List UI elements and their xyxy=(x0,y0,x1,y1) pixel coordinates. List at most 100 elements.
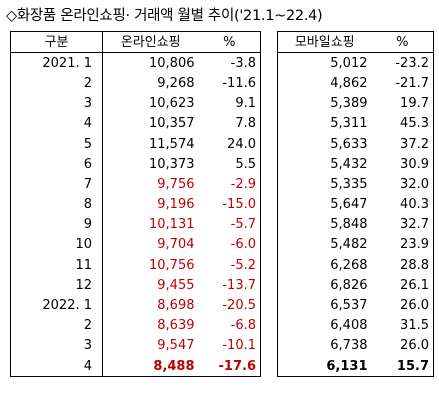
online-pct-cell: 7.8 xyxy=(198,113,261,134)
online-pct-cell: -13.7 xyxy=(198,275,261,296)
online-pct-cell: -11.6 xyxy=(198,73,261,94)
header-mobile-pct: % xyxy=(371,30,434,54)
mobile-pct-cell: 28.8 xyxy=(371,255,434,276)
online-pct-cell: -5.7 xyxy=(198,214,261,235)
period-cell: 10 xyxy=(10,234,103,256)
online-value-cell: 8,698 xyxy=(102,295,199,316)
online-pct-cell: -15.0 xyxy=(198,194,261,215)
online-value-cell: 10,131 xyxy=(102,214,199,235)
online-value-cell: 9,704 xyxy=(102,234,199,256)
column-gap xyxy=(261,73,278,93)
online-value-cell: 10,756 xyxy=(102,255,199,276)
mobile-value-cell: 4,862 xyxy=(277,73,372,94)
column-gap xyxy=(261,255,278,275)
period-cell: 11 xyxy=(10,255,103,276)
mobile-pct-cell: 32.0 xyxy=(371,174,434,195)
table-row: 12 9,455 -13.7 6,826 26.1 xyxy=(10,275,434,296)
online-pct-cell: 24.0 xyxy=(198,133,261,155)
online-value-cell: 8,639 xyxy=(102,315,199,336)
online-pct-cell: -6.0 xyxy=(198,234,261,256)
mobile-pct-cell: 45.3 xyxy=(371,113,434,134)
mobile-pct-cell: 23.9 xyxy=(371,234,434,256)
online-pct-cell: -17.6 xyxy=(198,356,261,378)
period-cell: 4 xyxy=(10,113,103,134)
period-cell: 3 xyxy=(10,335,103,356)
online-pct-cell: -10.1 xyxy=(198,335,261,356)
table-row: 2022. 1 8,698 -20.5 6,537 26.0 xyxy=(10,295,434,316)
mobile-value-cell: 5,482 xyxy=(277,234,372,256)
table-row: 2 8,639 -6.8 6,408 31.5 xyxy=(10,315,434,336)
table-row: 3 10,623 9.1 5,389 19.7 xyxy=(10,93,434,114)
mobile-value-cell: 6,738 xyxy=(277,335,372,356)
mobile-pct-cell: 37.2 xyxy=(371,133,434,155)
mobile-pct-cell: 30.9 xyxy=(371,154,434,175)
online-value-cell: 10,357 xyxy=(102,113,199,134)
header-online-pct: % xyxy=(198,30,261,54)
column-gap xyxy=(261,295,278,315)
column-gap xyxy=(261,195,278,215)
mobile-value-cell: 5,311 xyxy=(277,113,372,134)
period-cell: 7 xyxy=(10,174,103,195)
column-gap xyxy=(261,174,278,194)
mobile-value-cell: 5,432 xyxy=(277,154,372,175)
mobile-pct-cell: 26.1 xyxy=(371,275,434,296)
period-cell: 3 xyxy=(10,93,103,114)
column-gap xyxy=(261,356,278,377)
online-pct-cell: -6.8 xyxy=(198,315,261,336)
mobile-value-cell: 6,268 xyxy=(277,255,372,276)
column-gap xyxy=(261,316,278,336)
mobile-value-cell: 5,012 xyxy=(277,52,372,74)
mobile-value-cell: 5,633 xyxy=(277,133,372,155)
table-row: 8 9,196 -15.0 5,647 40.3 xyxy=(10,194,434,215)
column-gap xyxy=(261,114,278,134)
online-value-cell: 10,373 xyxy=(102,154,199,175)
online-pct-cell: -5.2 xyxy=(198,255,261,276)
column-gap xyxy=(261,32,278,53)
period-cell: 2 xyxy=(10,73,103,94)
period-cell: 2 xyxy=(10,315,103,336)
online-value-cell: 10,623 xyxy=(102,93,199,114)
column-gap xyxy=(261,94,278,114)
mobile-pct-cell: 31.5 xyxy=(371,315,434,336)
period-cell: 9 xyxy=(10,214,103,235)
column-gap xyxy=(261,215,278,235)
table-row: 11 10,756 -5.2 6,268 28.8 xyxy=(10,255,434,276)
mobile-pct-cell: 32.7 xyxy=(371,214,434,235)
online-pct-cell: -3.8 xyxy=(198,52,261,74)
table-row: 9 10,131 -5.7 5,848 32.7 xyxy=(10,214,434,235)
mobile-pct-cell: 26.0 xyxy=(371,335,434,356)
online-value-cell: 10,806 xyxy=(102,52,199,74)
mobile-value-cell: 6,131 xyxy=(277,356,372,378)
period-cell: 8 xyxy=(10,194,103,215)
page-title: ◇화장품 온라인쇼핑· 거래액 월별 추이('21.1~22.4) xyxy=(6,8,323,24)
column-gap xyxy=(261,134,278,154)
mobile-pct-cell: -21.7 xyxy=(371,73,434,94)
table-row: 5 11,574 24.0 5,633 37.2 xyxy=(10,133,434,155)
mobile-value-cell: 6,537 xyxy=(277,295,372,316)
header-mobile: 모바일쇼핑 xyxy=(277,30,372,54)
online-value-cell: 9,547 xyxy=(102,335,199,356)
mobile-pct-cell: 40.3 xyxy=(371,194,434,215)
table-row: 2021. 1 10,806 -3.8 5,012 -23.2 xyxy=(10,52,434,74)
online-pct-cell: 9.1 xyxy=(198,93,261,114)
online-pct-cell: 5.5 xyxy=(198,154,261,175)
table-row: 6 10,373 5.5 5,432 30.9 xyxy=(10,154,434,175)
table-row: 2 9,268 -11.6 4,862 -21.7 xyxy=(10,73,434,94)
online-value-cell: 9,455 xyxy=(102,275,199,296)
column-gap xyxy=(261,275,278,295)
column-gap xyxy=(261,154,278,174)
mobile-value-cell: 5,848 xyxy=(277,214,372,235)
table-row: 7 9,756 -2.9 5,335 32.0 xyxy=(10,174,434,195)
column-gap xyxy=(261,53,278,74)
period-cell: 2022. 1 xyxy=(10,295,103,316)
table-row: 10 9,704 -6.0 5,482 23.9 xyxy=(10,234,434,256)
data-table: 구분 온라인쇼핑 % 모바일쇼핑 % 2021. 1 10,806 -3.8 5,01… xyxy=(10,30,434,378)
online-value-cell: 9,268 xyxy=(102,73,199,94)
period-cell: 6 xyxy=(10,154,103,175)
online-pct-cell: -20.5 xyxy=(198,295,261,316)
mobile-pct-cell: -23.2 xyxy=(371,52,434,74)
mobile-pct-cell: 26.0 xyxy=(371,295,434,316)
table-row: 4 10,357 7.8 5,311 45.3 xyxy=(10,113,434,134)
online-value-cell: 9,196 xyxy=(102,194,199,215)
period-cell: 5 xyxy=(10,133,103,155)
